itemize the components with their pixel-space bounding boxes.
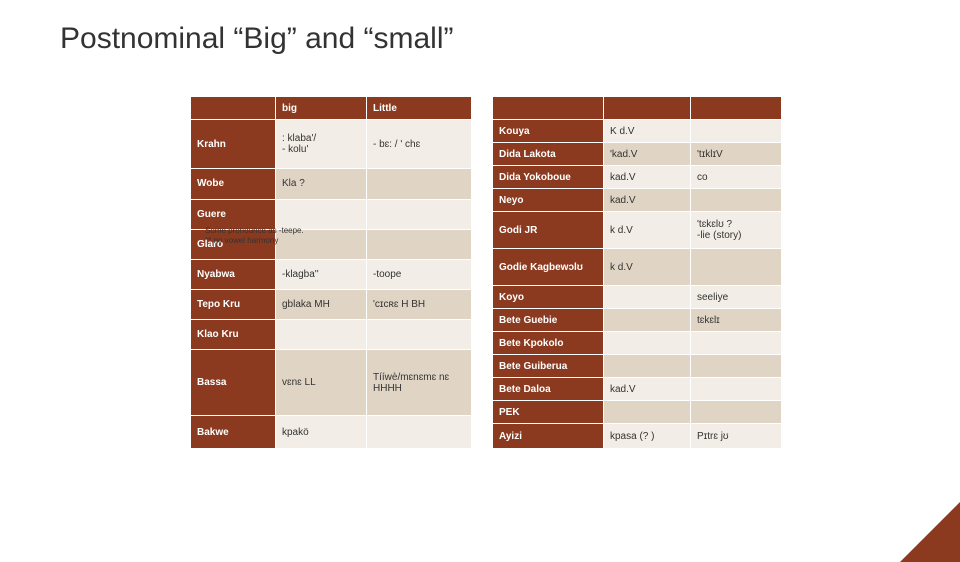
t1-lang: Krahn	[191, 120, 276, 169]
t2-c1: kad.V	[604, 189, 691, 212]
t2-lang: Bete Daloa	[493, 378, 604, 401]
t2-lang: Neyo	[493, 189, 604, 212]
t2-c2	[691, 189, 782, 212]
page-title: Postnominal “Big” and “small”	[60, 22, 960, 56]
t2-lang: Dida Lakota	[493, 143, 604, 166]
t1-big: -klagba''	[276, 259, 367, 289]
t2-lang: Bete Guiberua	[493, 355, 604, 378]
t2-c2	[691, 249, 782, 286]
t1-lang: Bassa	[191, 350, 276, 416]
t1-little: Tííwè/mɛnɛmɛ nɛ HHHH	[367, 350, 472, 416]
t1-lang: Tepo Kru	[191, 289, 276, 319]
t2-c2: 'tɛkɛlʊ ? -lie (story)	[691, 212, 782, 249]
t2-c2	[691, 378, 782, 401]
t1-little: -toope	[367, 259, 472, 289]
t1-big: kpakö	[276, 416, 367, 449]
t1-lang: Nyabwa	[191, 259, 276, 289]
t2-c2: Pɪtrɛ jʊ	[691, 424, 782, 449]
t2-lang: PEK	[493, 401, 604, 424]
t1-big: gblaka MH	[276, 289, 367, 319]
t1-little	[367, 199, 472, 229]
t1-lang: Bakwe	[191, 416, 276, 449]
t2-c1	[604, 309, 691, 332]
t1-big	[276, 320, 367, 350]
t1-little	[367, 416, 472, 449]
t2-c2	[691, 401, 782, 424]
t1-lang: Wobe	[191, 169, 276, 199]
t1-little: - bɛ: / ' chɛ	[367, 120, 472, 169]
t2-c1	[604, 286, 691, 309]
corner-decoration	[900, 502, 960, 562]
t2-lang: Ayizi	[493, 424, 604, 449]
t2-c1	[604, 355, 691, 378]
t2-c1: kad.V	[604, 166, 691, 189]
t2-c2	[691, 355, 782, 378]
t1-little: 'cɪcʀɛ H BH	[367, 289, 472, 319]
t1-h1: big	[276, 97, 367, 120]
t1-little	[367, 169, 472, 199]
t2-c2	[691, 332, 782, 355]
t1-big: Kla ?	[276, 169, 367, 199]
t2-c1: K d.V	[604, 120, 691, 143]
t2-h0	[493, 97, 604, 120]
t2-c1: k d.V	[604, 249, 691, 286]
t2-c1: kad.V	[604, 378, 691, 401]
t2-c1: kpasa (? )	[604, 424, 691, 449]
t2-c2	[691, 120, 782, 143]
t2-lang: Koyo	[493, 286, 604, 309]
t1-big	[276, 199, 367, 229]
t2-lang: Kouya	[493, 120, 604, 143]
t1-lang: Klao Kru	[191, 320, 276, 350]
tables-container: big Little Krahn: klaba'/ - kolu'- bɛ: /…	[190, 96, 960, 449]
t2-c1: 'kad.V	[604, 143, 691, 166]
t2-h1	[604, 97, 691, 120]
t1-h0	[191, 97, 276, 120]
t2-lang: Bete Guebie	[493, 309, 604, 332]
t1-big: vɛnɛ LL	[276, 350, 367, 416]
t2-c2: tɛkɛlɪ	[691, 309, 782, 332]
t2-c1: k d.V	[604, 212, 691, 249]
t1-big: : klaba'/ - kolu'	[276, 120, 367, 169]
table-left: big Little Krahn: klaba'/ - kolu'- bɛ: /…	[190, 96, 472, 449]
t2-c2: seeliye	[691, 286, 782, 309]
t2-c2: co	[691, 166, 782, 189]
table-right: KouyaK d.VDida Lakota'kad.V'tɪklɪV Dida Y…	[492, 96, 782, 449]
t1-little	[367, 320, 472, 350]
t2-c2: 'tɪklɪV	[691, 143, 782, 166]
t2-lang: Godie Kagbewɔlʊ	[493, 249, 604, 286]
t2-lang: Godi JR	[493, 212, 604, 249]
t2-c1	[604, 401, 691, 424]
t2-h2	[691, 97, 782, 120]
t1-lang: Guere	[191, 199, 276, 229]
t2-lang: Dida Yokoboue	[493, 166, 604, 189]
t2-c1	[604, 332, 691, 355]
t1-little	[367, 229, 472, 259]
footnote: Some pronounce as -teepe. ** no vowel ha…	[205, 226, 304, 245]
t1-h2: Little	[367, 97, 472, 120]
t2-lang: Bete Kpokolo	[493, 332, 604, 355]
